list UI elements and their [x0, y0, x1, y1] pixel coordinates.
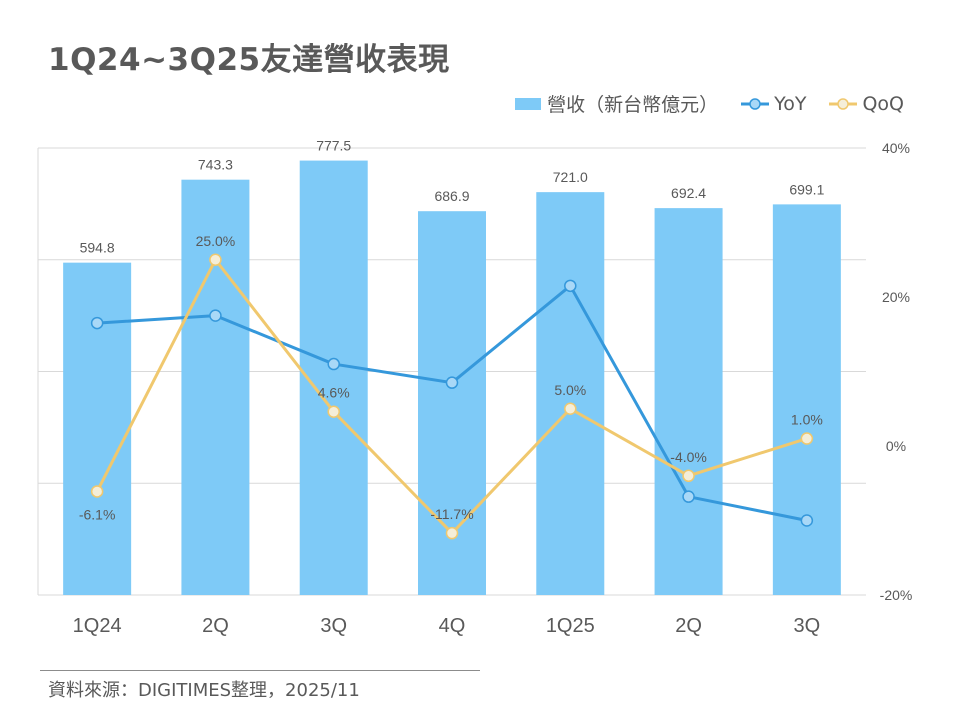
legend-yoy-marker-icon [741, 97, 770, 110]
qoq-point [800, 432, 814, 445]
qoq-point [90, 485, 104, 498]
qoq-data-label: 25.0% [196, 233, 236, 249]
revenue-data-label: 777.5 [316, 138, 351, 154]
category-tick-label: 1Q24 [73, 615, 122, 637]
category-tick-label: 2Q [675, 615, 702, 637]
yoy-point [445, 376, 459, 389]
revenue-data-label: 743.3 [198, 157, 233, 173]
revenue-bar [181, 179, 250, 595]
revenue-data-label: 692.4 [671, 185, 706, 201]
right-axis-tick-label: 20% [882, 289, 910, 305]
qoq-point [682, 469, 695, 483]
qoq-data-label: -11.7% [430, 506, 473, 522]
source-divider [40, 670, 480, 671]
category-tick-label: 1Q25 [546, 615, 595, 637]
yoy-point [800, 514, 814, 527]
legend-label-revenue: 營收（新台幣億元） [547, 94, 719, 116]
qoq-point [327, 405, 340, 418]
qoq-point [445, 526, 459, 540]
chart-legend: 營收（新台幣億元） YoY QoQ [515, 90, 904, 117]
right-axis-tick-label: -20% [880, 587, 913, 603]
legend-qoq-marker-icon [829, 97, 858, 110]
category-tick-label: 3Q [320, 615, 347, 637]
source-note: 資料來源：DIGITIMES整理，2025/11 [48, 680, 360, 701]
qoq-data-label: 4.6% [318, 385, 350, 401]
qoq-data-label: -4.0% [670, 449, 707, 465]
legend-item-yoy: YoY [740, 93, 806, 115]
legend-label-qoq: QoQ [862, 92, 904, 115]
revenue-data-label: 721.0 [553, 169, 588, 185]
revenue-bar [536, 192, 605, 596]
legend-label-yoy: YoY [774, 92, 807, 115]
qoq-data-label: 5.0% [554, 382, 586, 398]
yoy-point [327, 357, 340, 371]
revenue-bar [299, 160, 368, 595]
chart-title: 1Q24~3Q25友達營收表現 [48, 42, 450, 78]
revenue-data-label: 686.9 [434, 188, 469, 204]
qoq-point [564, 402, 577, 415]
right-axis-tick-label: 0% [886, 438, 906, 454]
revenue-data-label: 699.1 [789, 181, 824, 197]
revenue-bar [654, 208, 723, 595]
category-tick-label: 3Q [794, 615, 821, 637]
yoy-point [564, 279, 577, 293]
qoq-data-label: -6.1% [79, 506, 116, 522]
yoy-point [209, 309, 222, 322]
revenue-bar [772, 204, 841, 595]
right-axis-tick-label: 40% [882, 140, 910, 156]
legend-item-revenue: 營收（新台幣億元） [515, 90, 718, 117]
yoy-point [90, 316, 104, 330]
legend-bar-swatch [515, 97, 542, 110]
revenue-bar [63, 262, 132, 595]
category-tick-label: 2Q [202, 615, 229, 637]
qoq-point [209, 253, 222, 266]
legend-item-qoq: QoQ [828, 93, 904, 115]
category-tick-label: 4Q [439, 615, 466, 637]
yoy-point [682, 490, 695, 503]
revenue-data-label: 594.8 [80, 240, 115, 256]
qoq-data-label: 1.0% [791, 412, 823, 428]
